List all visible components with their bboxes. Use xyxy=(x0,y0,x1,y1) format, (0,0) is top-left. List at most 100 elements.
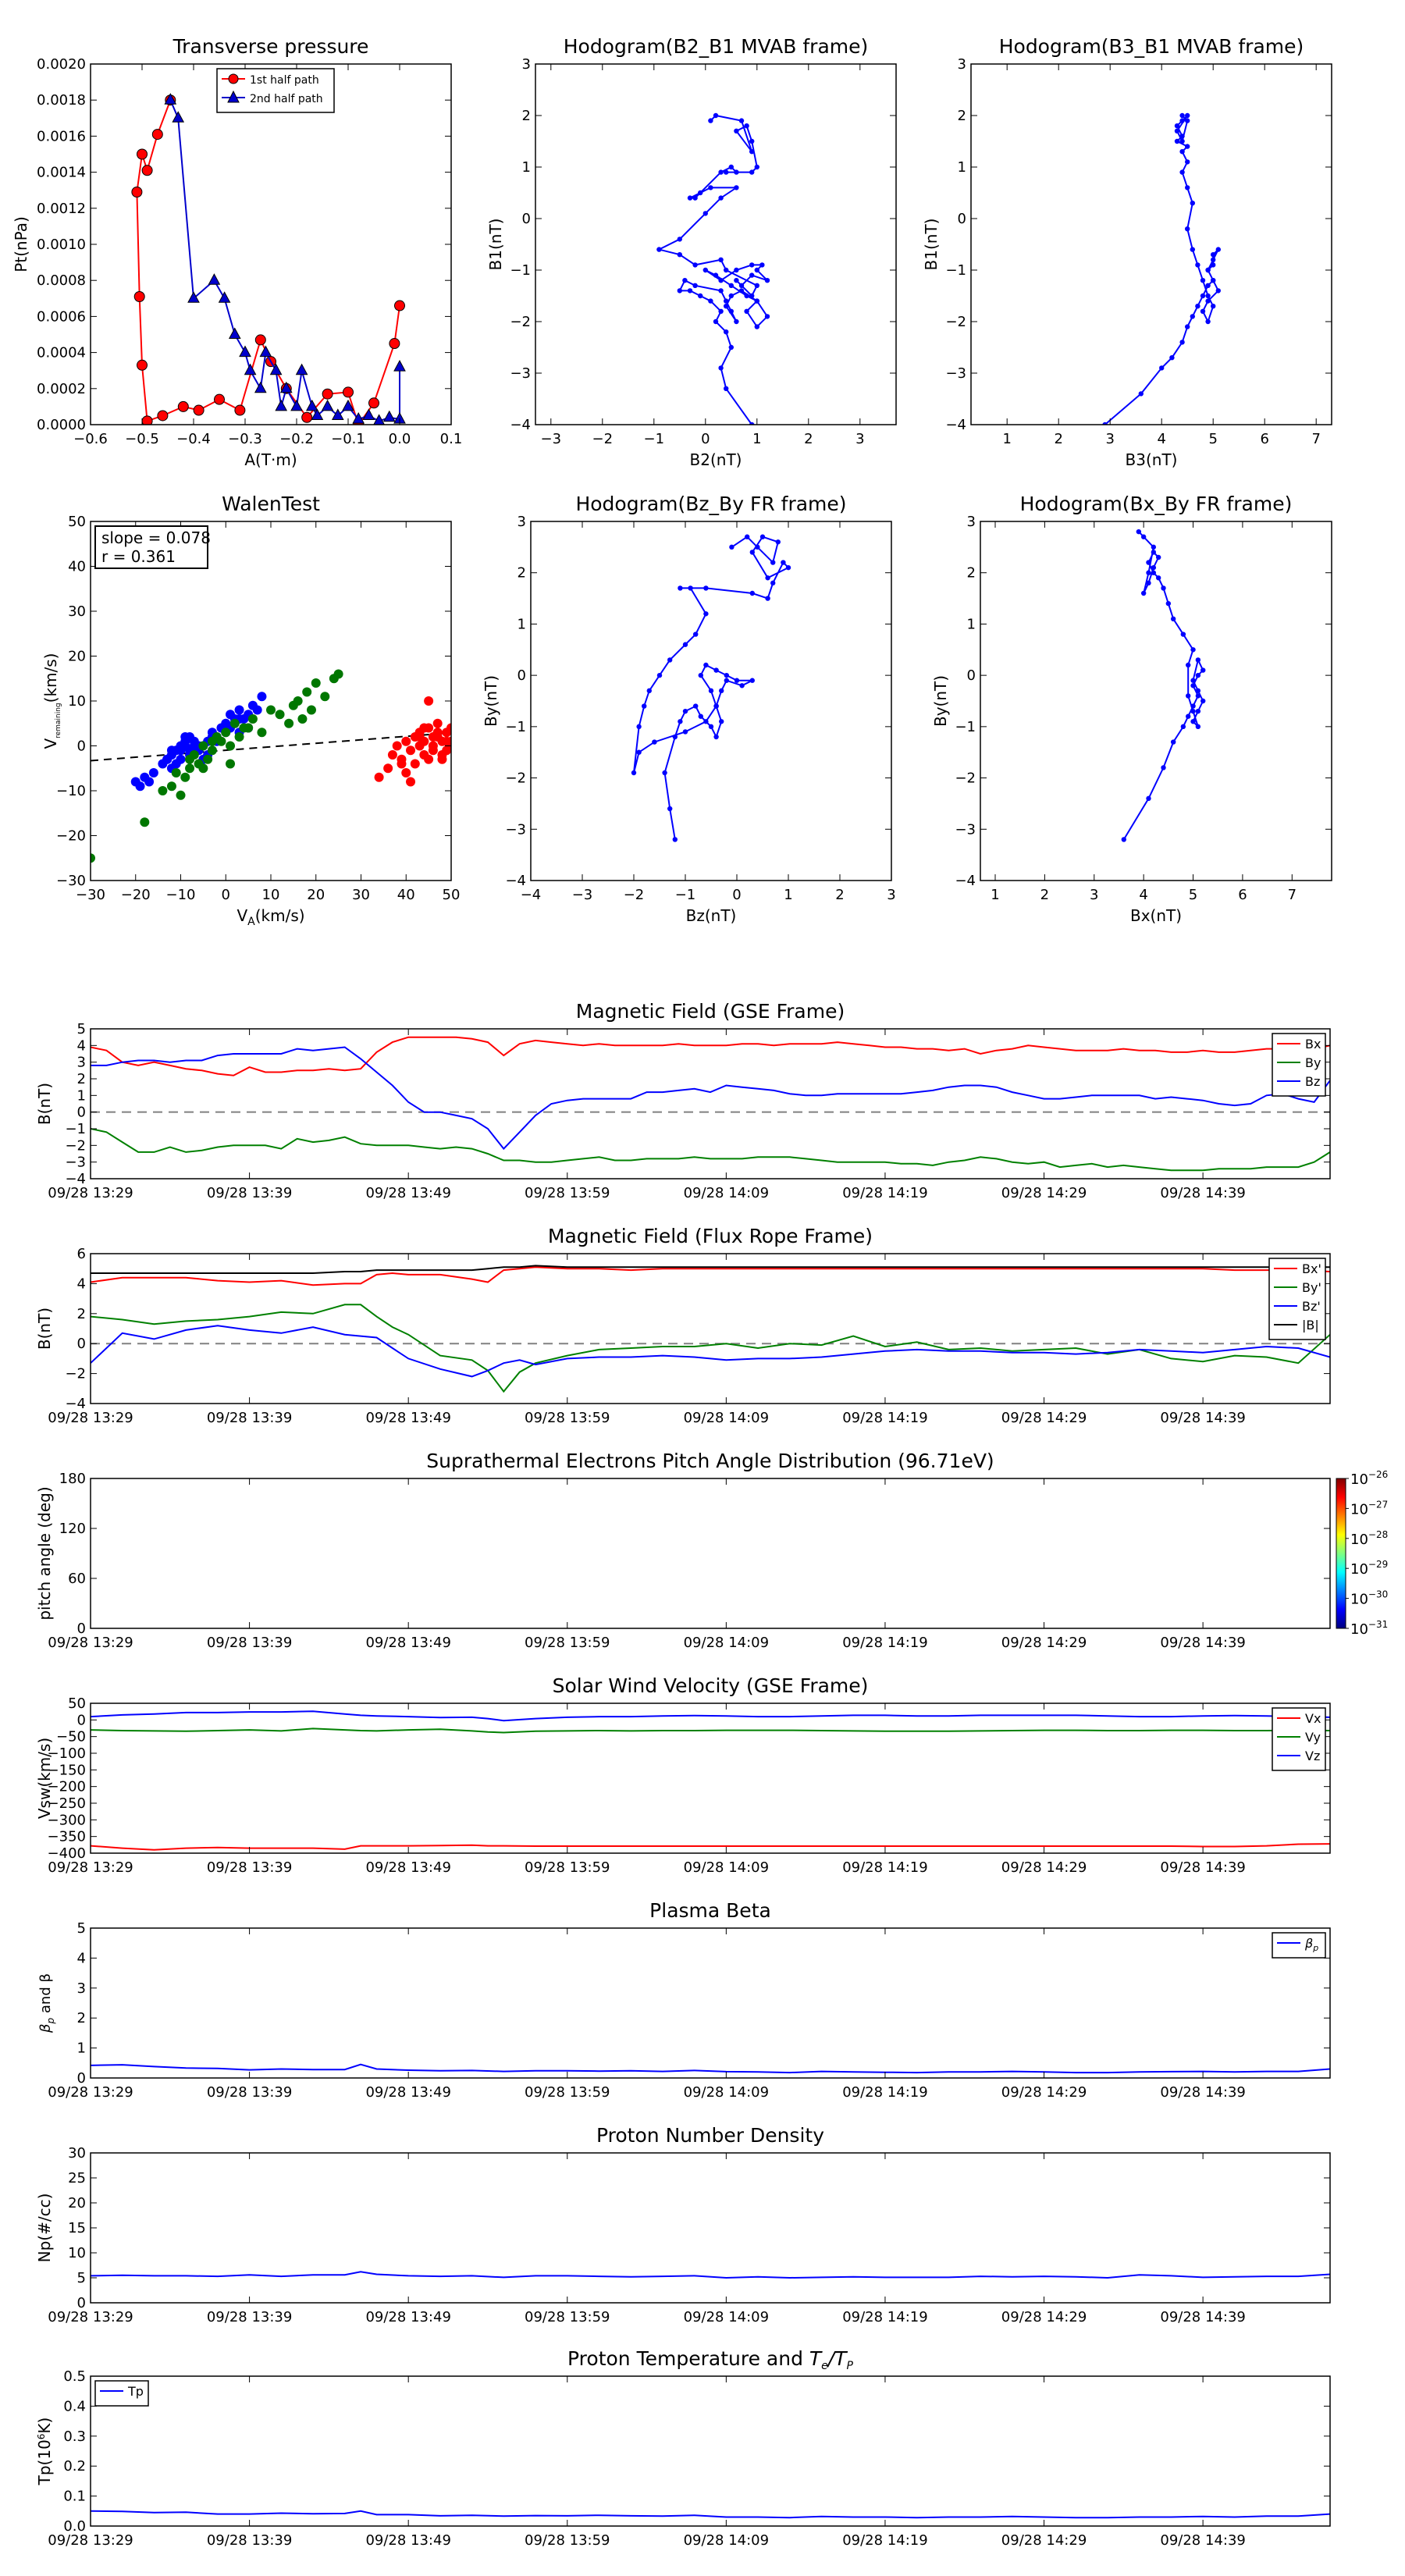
data-point xyxy=(631,770,637,776)
data-point xyxy=(1185,693,1191,699)
scatter-point xyxy=(432,718,443,728)
x-tick-label: −0.5 xyxy=(125,431,159,447)
scatter-point xyxy=(203,754,213,764)
data-point xyxy=(713,318,719,325)
data-point xyxy=(770,580,776,586)
series-line-0 xyxy=(91,2271,1330,2279)
scatter-point xyxy=(229,718,240,728)
data-point xyxy=(702,267,708,273)
x-tick-label: 09/28 13:59 xyxy=(525,2532,610,2549)
data-layer xyxy=(131,93,406,425)
data-point xyxy=(1155,575,1161,581)
data-point xyxy=(708,118,713,123)
x-tick-label: 3 xyxy=(1105,431,1114,447)
data-point xyxy=(1180,724,1186,730)
y-tick-label: 0 xyxy=(77,2070,86,2087)
data-point xyxy=(1185,185,1190,190)
x-tick-label: 09/28 13:39 xyxy=(207,2309,292,2325)
x-tick-label: 0.0 xyxy=(389,431,411,447)
x-tick-label: 2 xyxy=(1054,431,1062,447)
x-tick-label: 09/28 14:39 xyxy=(1160,2084,1245,2101)
x-tick-label: 3 xyxy=(887,887,895,903)
x-tick-label: −3 xyxy=(572,887,593,903)
data-point xyxy=(1211,262,1216,268)
colorbar-label: 10−30 xyxy=(1350,1589,1388,1608)
data-point xyxy=(1136,528,1142,535)
data-point xyxy=(1200,278,1206,283)
x-axis-label: B2(nT) xyxy=(690,450,742,469)
y-tick-label: 15 xyxy=(68,2220,86,2236)
data-point xyxy=(1195,262,1200,268)
data-point xyxy=(137,148,148,160)
scatter-point xyxy=(226,759,236,769)
y-tick-label: 0.0010 xyxy=(37,237,86,253)
data-point xyxy=(1185,662,1191,668)
data-point xyxy=(352,412,365,424)
data-point xyxy=(692,195,698,201)
data-point xyxy=(244,363,257,375)
data-point xyxy=(724,304,729,309)
x-tick-label: 09/28 13:39 xyxy=(207,2084,292,2101)
x-tick-label: 3 xyxy=(1090,887,1098,903)
data-point xyxy=(1195,672,1201,678)
y-tick-label: −3 xyxy=(510,365,531,382)
data-point xyxy=(208,273,221,285)
data-point xyxy=(331,408,344,420)
data-point xyxy=(677,237,682,242)
y-tick-label: −250 xyxy=(48,1795,86,1812)
data-point xyxy=(1215,247,1222,252)
data-point xyxy=(781,560,786,565)
data-point xyxy=(1185,226,1190,232)
legend-label: Bx xyxy=(1305,1037,1321,1051)
x-tick-label: 09/28 13:39 xyxy=(207,1859,292,1876)
data-point xyxy=(770,560,776,565)
x-tick-label: 09/28 13:29 xyxy=(48,1859,133,1876)
y-tick-label: 5 xyxy=(77,1920,86,1937)
plot-frame xyxy=(90,1927,1331,2079)
data-point xyxy=(754,267,759,273)
scatter-point xyxy=(297,714,308,724)
y-tick-label: 0.5 xyxy=(63,2368,86,2385)
x-tick-label: 09/28 14:19 xyxy=(842,2532,927,2549)
y-tick-label: −4 xyxy=(945,417,966,433)
x-tick-label: 09/28 14:39 xyxy=(1160,1635,1245,1651)
chart-title: Hodogram(B2_B1 MVAB frame) xyxy=(564,35,869,58)
x-tick-label: 4 xyxy=(1157,431,1165,447)
data-point xyxy=(719,719,724,724)
scatter-point xyxy=(302,687,312,697)
data-point xyxy=(698,672,703,678)
colorbar-label: 10−27 xyxy=(1350,1499,1388,1517)
y-tick-label: −1 xyxy=(65,1121,86,1137)
scatter-point xyxy=(428,745,438,756)
y-tick-label: 4 xyxy=(77,1037,86,1054)
data-point xyxy=(702,211,708,216)
y-tick-label: 3 xyxy=(518,514,526,530)
data-point xyxy=(1185,159,1190,165)
x-tick-label: −0.1 xyxy=(331,431,365,447)
data-point xyxy=(718,278,724,283)
y-tick-label: −10 xyxy=(56,783,86,799)
data-point xyxy=(728,283,734,288)
data-point xyxy=(1185,324,1190,329)
scatter-point xyxy=(275,710,285,720)
data-point xyxy=(703,662,709,668)
data-point xyxy=(718,308,724,314)
x-tick-label: 09/28 13:59 xyxy=(525,1185,610,1201)
scatter-point xyxy=(216,736,226,746)
x-tick-label: 09/28 13:29 xyxy=(48,1185,133,1201)
data-point xyxy=(713,272,719,278)
x-tick-label: 2 xyxy=(804,431,813,447)
y-axis-label: pitch angle (deg) xyxy=(35,1486,54,1620)
data-point xyxy=(734,185,739,190)
y-tick-label: 0.0 xyxy=(63,2518,86,2535)
series-line-Vx xyxy=(91,1843,1330,1851)
data-layer xyxy=(91,2510,1330,2519)
series-line-Vy xyxy=(91,1727,1330,1734)
legend-marker xyxy=(227,90,240,103)
y-tick-label: 0 xyxy=(77,738,86,755)
x-tick-label: 09/28 13:59 xyxy=(525,1635,610,1651)
scatter-point xyxy=(176,790,186,800)
y-tick-label: 1 xyxy=(518,616,526,632)
data-point xyxy=(1140,534,1147,539)
